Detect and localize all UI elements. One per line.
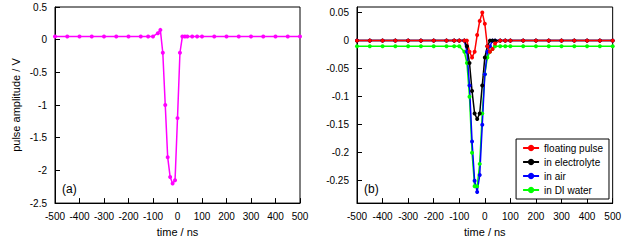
svg-text:200: 200 (218, 211, 235, 222)
svg-text:-0.1: -0.1 (332, 91, 350, 102)
svg-text:300: 300 (553, 211, 570, 222)
svg-text:100: 100 (194, 211, 211, 222)
svg-text:pulse amplitude / V: pulse amplitude / V (10, 58, 22, 152)
svg-text:-0.25: -0.25 (326, 175, 349, 186)
svg-text:-0.5: -0.5 (30, 67, 48, 78)
svg-text:-100: -100 (449, 211, 469, 222)
svg-text:400: 400 (579, 211, 596, 222)
svg-text:500: 500 (604, 211, 621, 222)
svg-text:300: 300 (243, 211, 260, 222)
svg-text:-500: -500 (347, 211, 367, 222)
svg-text:-1: -1 (38, 100, 47, 111)
svg-text:-0.05: -0.05 (326, 63, 349, 74)
svg-text:0.05: 0.05 (330, 7, 350, 18)
svg-text:-0.2: -0.2 (332, 147, 350, 158)
svg-text:-400: -400 (69, 211, 89, 222)
svg-text:-100: -100 (143, 211, 163, 222)
svg-text:0: 0 (41, 34, 47, 45)
svg-text:time / ns: time / ns (464, 226, 506, 238)
svg-text:0: 0 (175, 211, 181, 222)
svg-text:100: 100 (502, 211, 519, 222)
svg-text:200: 200 (528, 211, 545, 222)
svg-text:in DI water: in DI water (544, 185, 592, 196)
svg-text:-2.5: -2.5 (30, 198, 48, 209)
svg-text:in electrolyte: in electrolyte (544, 157, 601, 168)
svg-text:in air: in air (544, 171, 566, 182)
svg-text:400: 400 (267, 211, 284, 222)
svg-text:-200: -200 (118, 211, 138, 222)
svg-text:-500: -500 (45, 211, 65, 222)
svg-text:0: 0 (482, 211, 488, 222)
svg-text:0: 0 (343, 35, 349, 46)
svg-text:-1.5: -1.5 (30, 132, 48, 143)
svg-text:-200: -200 (424, 211, 444, 222)
svg-text:(a): (a) (62, 182, 77, 196)
svg-text:500: 500 (292, 211, 309, 222)
svg-text:0.5: 0.5 (33, 2, 47, 13)
svg-text:-300: -300 (398, 211, 418, 222)
svg-text:-2: -2 (38, 165, 47, 176)
svg-text:-300: -300 (94, 211, 114, 222)
svg-text:(b): (b) (364, 182, 379, 196)
svg-text:-0.15: -0.15 (326, 119, 349, 130)
svg-text:time / ns: time / ns (157, 226, 199, 238)
svg-text:-400: -400 (373, 211, 393, 222)
svg-text:floating pulse: floating pulse (544, 143, 603, 154)
